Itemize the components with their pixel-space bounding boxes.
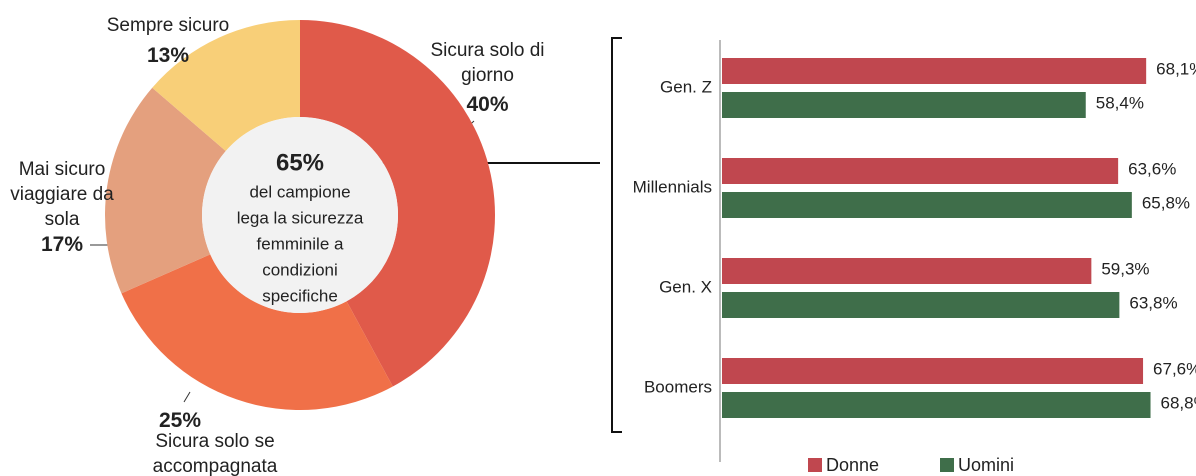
legend-swatch [808,458,822,472]
legend-label: Uomini [958,455,1014,475]
value-label: 68,1% [1156,59,1196,78]
center-text: condizioni [262,260,338,279]
bar [722,58,1147,84]
bar [722,358,1144,384]
value-label: 67,6% [1153,359,1196,378]
segment-label: Sempre sicuro [106,15,230,36]
center-text: del campione [249,182,350,201]
segment-value: 25% [158,409,202,432]
value-label: 58,4% [1096,93,1144,112]
bar [722,158,1119,184]
bracket [611,37,622,433]
tick-line [183,391,191,403]
donut-hole [202,117,398,313]
value-label: 63,8% [1129,293,1177,312]
segment-value: 13% [146,44,190,67]
segment-label: Sicura solo di giorno [430,40,545,86]
category-label: Gen. Z [660,77,712,96]
bar [722,92,1086,118]
center-text: femminile a [257,234,344,253]
category-label: Millennials [633,177,712,196]
donut-segment [152,20,300,152]
segment-value: 40% [466,93,509,116]
legend-label: Donne [826,455,879,475]
center-text: lega la sicurezza [237,208,364,227]
bar [722,392,1151,418]
center-text: specifiche [262,286,338,305]
bar [722,258,1092,284]
legend-swatch [940,458,954,472]
category-label: Boomers [644,377,712,396]
value-label: 68,8% [1161,393,1196,412]
value-label: 65,8% [1142,193,1190,212]
bar [722,192,1132,218]
donut-segment [121,254,393,410]
segment-label: Sicura solo se accompagnata [152,431,278,476]
value-label: 63,6% [1128,159,1176,178]
segment-label: Mai sicuro viaggiare da sola [10,159,114,230]
value-label: 59,3% [1101,259,1149,278]
category-label: Gen. X [659,277,712,296]
donut-segment [300,20,496,387]
segment-value: 17% [40,233,84,256]
donut-segment [105,87,226,294]
center-value: 65% [276,149,324,176]
bar [722,292,1120,318]
